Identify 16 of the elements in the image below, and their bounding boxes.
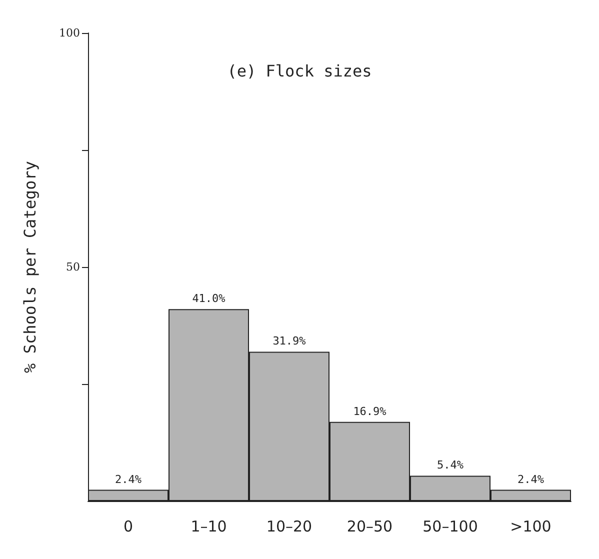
x-tick-label: 50–100 xyxy=(422,518,478,536)
data-label: 2.4% xyxy=(115,472,142,486)
data-label: 16.9% xyxy=(353,404,387,418)
data-label: 41.0% xyxy=(192,292,226,306)
x-tick-label: 1–10 xyxy=(190,518,227,536)
text: (e) Flock sizes xyxy=(227,62,372,80)
y-tick-label: 50 xyxy=(66,260,80,274)
x-tick-label: 10–20 xyxy=(266,518,312,536)
data-label: 2.4% xyxy=(518,472,544,486)
x-tick-label: 20–50 xyxy=(346,518,393,536)
y-tick-label: 100 xyxy=(59,26,80,40)
data-label: 5.4% xyxy=(437,458,464,472)
data-label: 31.9% xyxy=(272,334,306,348)
x-tick-label: >100 xyxy=(510,518,552,536)
x-tick-label: 0 xyxy=(123,518,134,536)
y-axis-title: % Schools per Category xyxy=(20,160,40,373)
